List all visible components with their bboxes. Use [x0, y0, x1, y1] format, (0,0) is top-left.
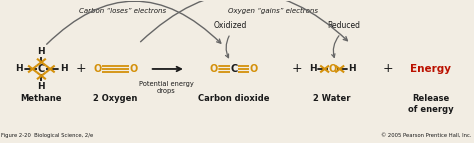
Text: O: O	[93, 64, 101, 74]
Text: 2 Water: 2 Water	[313, 94, 351, 103]
Text: H: H	[37, 47, 45, 56]
Text: O: O	[328, 64, 337, 74]
Text: Carbon “loses” electrons: Carbon “loses” electrons	[79, 8, 166, 14]
Text: Methane: Methane	[21, 94, 62, 103]
Text: Reduced: Reduced	[328, 21, 361, 30]
Text: © 2005 Pearson Prentice Hall, Inc.: © 2005 Pearson Prentice Hall, Inc.	[382, 133, 472, 138]
Text: H: H	[60, 64, 67, 74]
Text: +: +	[292, 62, 303, 76]
Text: O: O	[250, 64, 258, 74]
Text: +: +	[76, 62, 87, 76]
Text: H: H	[37, 82, 45, 91]
Text: Oxidized: Oxidized	[214, 21, 247, 30]
Text: Oxygen “gains” electrons: Oxygen “gains” electrons	[228, 8, 318, 14]
Text: Potential energy
drops: Potential energy drops	[139, 81, 193, 94]
Text: C: C	[38, 64, 45, 74]
Text: H: H	[15, 64, 23, 74]
Text: C: C	[230, 64, 237, 74]
Text: O: O	[130, 64, 138, 74]
Text: +: +	[383, 62, 393, 76]
Text: Figure 2-20  Biological Science, 2/e: Figure 2-20 Biological Science, 2/e	[0, 133, 93, 138]
Text: H: H	[348, 64, 356, 74]
Text: Release
of energy: Release of energy	[408, 94, 454, 114]
Text: O: O	[209, 64, 218, 74]
Text: Energy: Energy	[410, 64, 451, 74]
Text: H: H	[309, 64, 316, 74]
Text: Carbon dioxide: Carbon dioxide	[198, 94, 269, 103]
FancyArrowPatch shape	[46, 1, 221, 44]
Text: 2 Oxygen: 2 Oxygen	[93, 94, 138, 103]
FancyArrowPatch shape	[141, 0, 347, 42]
